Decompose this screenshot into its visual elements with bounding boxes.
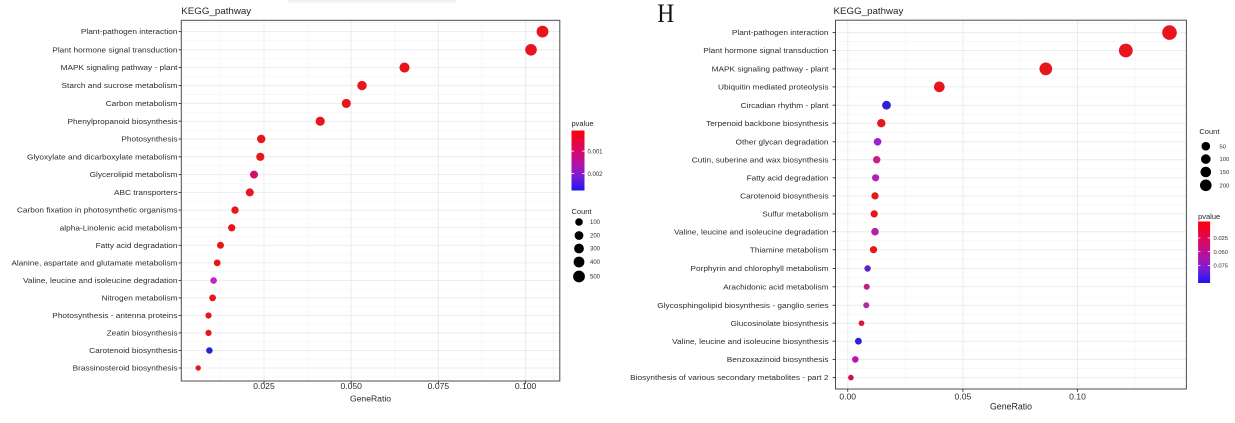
- svg-text:0.100: 0.100: [515, 383, 537, 392]
- svg-text:50: 50: [1220, 144, 1226, 150]
- svg-text:0.001: 0.001: [588, 149, 604, 155]
- svg-text:Phenylpropanoid biosynthesis: Phenylpropanoid biosynthesis: [67, 117, 177, 125]
- svg-text:Count: Count: [1199, 127, 1220, 136]
- svg-text:alpha-Linolenic acid metabolis: alpha-Linolenic acid metabolism: [60, 224, 178, 232]
- svg-text:Valine, leucine and isoleucine: Valine, leucine and isoleucine biosynthe…: [672, 337, 828, 345]
- svg-text:pvalue: pvalue: [1198, 212, 1220, 221]
- svg-text:Plant hormone signal transduct: Plant hormone signal transduction: [52, 46, 177, 54]
- svg-text:0.025: 0.025: [253, 383, 275, 392]
- svg-text:Glucosinolate biosynthesis: Glucosinolate biosynthesis: [730, 319, 828, 327]
- svg-text:0.050: 0.050: [1214, 250, 1229, 256]
- svg-text:0.025: 0.025: [1214, 236, 1229, 242]
- svg-text:MAPK signaling pathway - plant: MAPK signaling pathway - plant: [61, 64, 179, 72]
- svg-text:Photosynthesis: Photosynthesis: [121, 135, 177, 143]
- svg-text:300: 300: [590, 247, 601, 253]
- svg-text:Carotenoid biosynthesis: Carotenoid biosynthesis: [740, 192, 828, 200]
- svg-text:Porphyrin and chlorophyll meta: Porphyrin and chlorophyll metabolism: [690, 265, 828, 273]
- svg-text:200: 200: [1220, 183, 1230, 189]
- svg-text:Other glycan degradation: Other glycan degradation: [736, 138, 829, 146]
- svg-text:Brassinosteroid biosynthesis: Brassinosteroid biosynthesis: [73, 364, 178, 372]
- svg-text:ABC transporters: ABC transporters: [114, 188, 178, 196]
- svg-text:400: 400: [590, 260, 601, 266]
- svg-text:Fatty acid degradation: Fatty acid degradation: [747, 174, 829, 182]
- svg-text:Circadian rhythm - plant: Circadian rhythm - plant: [741, 101, 830, 109]
- svg-text:Sulfur metabolism: Sulfur metabolism: [762, 210, 828, 218]
- svg-text:Terpenoid backbone biosynthesi: Terpenoid backbone biosynthesis: [706, 119, 829, 127]
- svg-text:GeneRatio: GeneRatio: [350, 393, 391, 403]
- svg-text:Alanine, aspartate and glutama: Alanine, aspartate and glutamate metabol…: [11, 259, 177, 267]
- svg-text:Arachidonic acid metabolism: Arachidonic acid metabolism: [723, 283, 828, 291]
- svg-text:Carotenoid biosynthesis: Carotenoid biosynthesis: [89, 347, 177, 355]
- svg-text:0.10: 0.10: [1069, 391, 1086, 401]
- svg-text:GeneRatio: GeneRatio: [990, 402, 1032, 412]
- svg-text:Plant hormone signal transduct: Plant hormone signal transduction: [703, 47, 828, 55]
- svg-text:Plant-pathogen interaction: Plant-pathogen interaction: [81, 28, 178, 36]
- svg-text:Nitrogen metabolism: Nitrogen metabolism: [102, 294, 178, 302]
- svg-text:Plant-pathogen interaction: Plant-pathogen interaction: [732, 29, 829, 37]
- svg-text:Carbon metabolism: Carbon metabolism: [106, 99, 178, 107]
- svg-text:Zeatin biosynthesis: Zeatin biosynthesis: [107, 329, 178, 337]
- svg-text:Thiamine metabolism: Thiamine metabolism: [750, 246, 829, 254]
- svg-text:pvalue: pvalue: [572, 119, 594, 128]
- svg-text:100: 100: [1220, 157, 1230, 163]
- svg-text:Valine, leucine and isoleucine: Valine, leucine and isoleucine degradati…: [674, 228, 829, 236]
- svg-text:Glycerolipid metabolism: Glycerolipid metabolism: [90, 171, 178, 179]
- svg-text:Cutin, suberine and wax biosyn: Cutin, suberine and wax biosynthesis: [692, 156, 829, 164]
- svg-text:Glyoxylate and dicarboxylate m: Glyoxylate and dicarboxylate metabolism: [27, 153, 177, 161]
- svg-text:Starch and sucrose metabolism: Starch and sucrose metabolism: [62, 82, 178, 90]
- svg-text:150: 150: [1220, 170, 1230, 176]
- svg-text:Fatty acid degradation: Fatty acid degradation: [96, 241, 178, 249]
- svg-text:0.00: 0.00: [839, 391, 856, 401]
- svg-text:200: 200: [590, 234, 601, 240]
- svg-text:Glycosphingolipid biosynthesis: Glycosphingolipid biosynthesis - ganglio…: [657, 301, 828, 309]
- svg-text:H: H: [657, 0, 674, 28]
- svg-text:0.002: 0.002: [588, 172, 604, 178]
- svg-text:KEGG_pathway: KEGG_pathway: [181, 6, 251, 17]
- svg-text:0.05: 0.05: [955, 391, 972, 401]
- svg-text:MAPK signaling pathway - plant: MAPK signaling pathway - plant: [712, 65, 830, 73]
- svg-text:Valine, leucine and isoleucine: Valine, leucine and isoleucine degradati…: [23, 277, 178, 285]
- svg-text:100: 100: [590, 220, 601, 226]
- svg-text:Carbon fixation in photosynthe: Carbon fixation in photosynthetic organi…: [17, 206, 178, 214]
- svg-text:0.050: 0.050: [340, 383, 362, 392]
- svg-text:0.075: 0.075: [428, 383, 450, 392]
- svg-text:0.075: 0.075: [1214, 264, 1229, 270]
- svg-text:Count: Count: [572, 207, 593, 216]
- svg-text:Benzoxazinoid biosynthesis: Benzoxazinoid biosynthesis: [727, 355, 829, 363]
- svg-text:KEGG_pathway: KEGG_pathway: [834, 6, 904, 17]
- svg-text:Biosynthesis of various second: Biosynthesis of various secondary metabo…: [630, 374, 828, 382]
- svg-text:Ubiquitin mediated proteolysis: Ubiquitin mediated proteolysis: [718, 83, 829, 91]
- svg-text:Photosynthesis - antenna prote: Photosynthesis - antenna proteins: [52, 312, 177, 320]
- svg-text:500: 500: [590, 275, 601, 281]
